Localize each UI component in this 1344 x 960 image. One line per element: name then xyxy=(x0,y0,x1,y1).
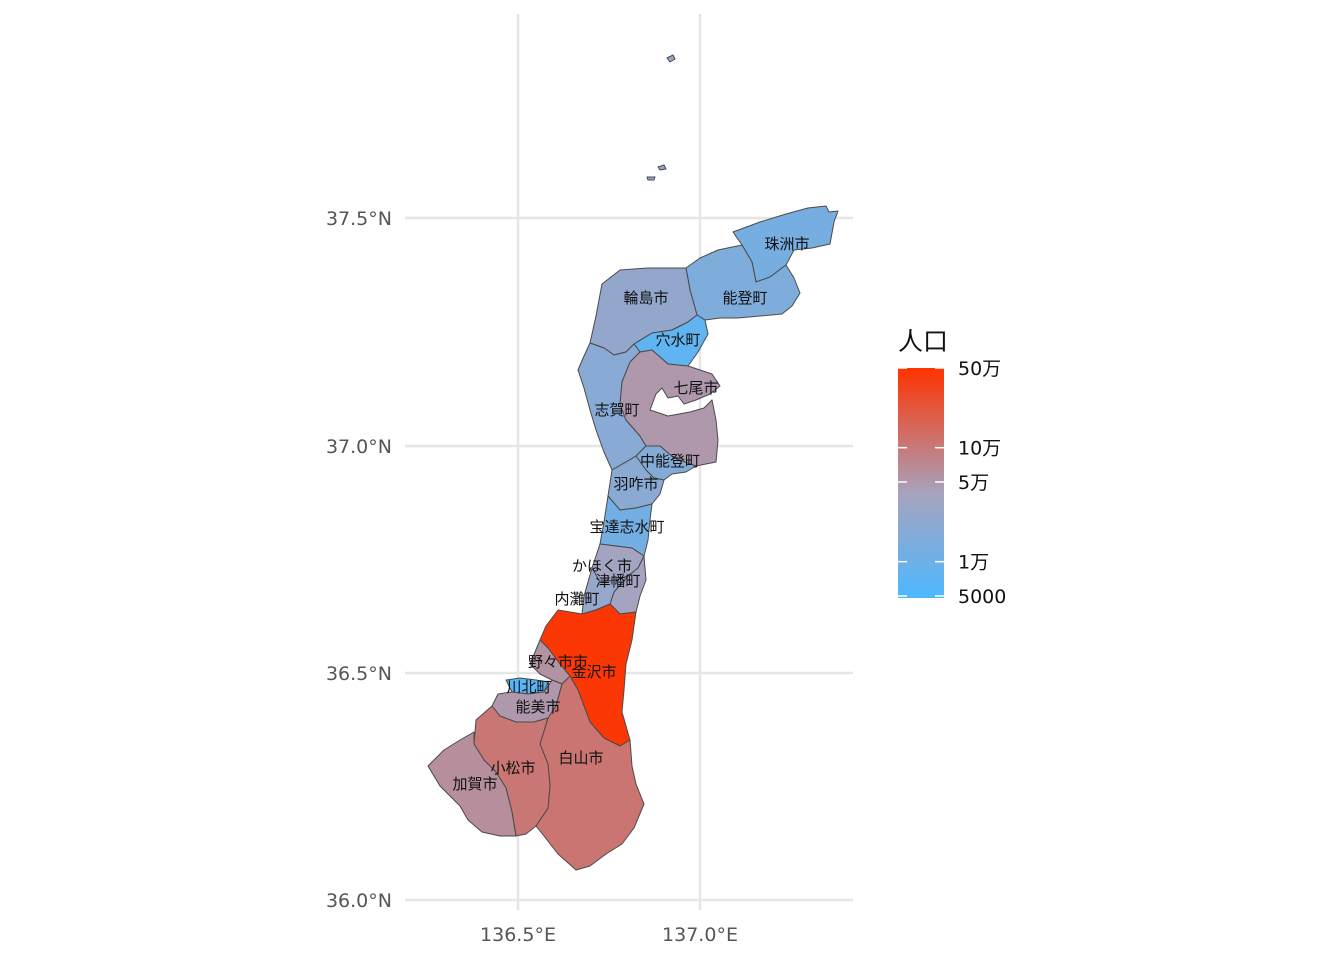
label-羽咋市: 羽咋市 xyxy=(613,475,658,493)
label-珠洲市: 珠洲市 xyxy=(764,235,809,253)
legend-title: 人口 xyxy=(898,327,948,356)
label-能美市: 能美市 xyxy=(515,698,560,716)
legend-colorbar xyxy=(898,368,944,598)
label-小松市: 小松市 xyxy=(490,759,535,777)
x-tick-label: 137.0°E xyxy=(662,924,738,946)
label-宝達志水町: 宝達志水町 xyxy=(589,518,664,536)
label-七尾市: 七尾市 xyxy=(673,379,718,397)
label-川北町: 川北町 xyxy=(506,678,551,696)
label-加賀市: 加賀市 xyxy=(452,775,497,793)
label-内灘町: 内灘町 xyxy=(554,590,599,608)
label-津幡町: 津幡町 xyxy=(595,572,640,590)
legend-tick-label: 50万 xyxy=(958,358,1001,380)
region-内灘町 xyxy=(581,567,629,615)
region-加賀市 xyxy=(427,731,517,837)
label-穴水町: 穴水町 xyxy=(655,331,700,349)
label-野々市市: 野々市市 xyxy=(528,653,588,671)
legend-ticks: 50万 10万 5万 1万 5000 xyxy=(898,358,1006,608)
label-能登町: 能登町 xyxy=(722,289,767,307)
label-かほく市: かほく市 xyxy=(572,557,632,575)
x-axis: 136.5°E 137.0°E xyxy=(480,924,738,946)
municipality-labels: 珠洲市 輪島市 能登町 穴水町 七尾市 志賀町 中能登町 羽咋市 宝達志水町 か… xyxy=(452,235,809,793)
y-axis: 37.5°N 37.0°N 36.5°N 36.0°N xyxy=(326,208,392,912)
island-nanatsujima xyxy=(646,164,667,181)
label-中能登町: 中能登町 xyxy=(640,452,700,470)
island-hegura xyxy=(666,54,676,63)
y-tick-label: 37.0°N xyxy=(326,436,392,458)
x-tick-label: 136.5°E xyxy=(480,924,556,946)
label-志賀町: 志賀町 xyxy=(594,401,639,419)
y-tick-label: 36.5°N xyxy=(326,663,392,685)
label-輪島市: 輪島市 xyxy=(623,289,668,307)
legend-tick-label: 5万 xyxy=(958,472,989,494)
label-金沢市: 金沢市 xyxy=(571,663,616,681)
y-tick-label: 37.5°N xyxy=(326,208,392,230)
region-宝達志水町 xyxy=(599,495,653,557)
legend-tick-label: 10万 xyxy=(958,438,1001,460)
legend-tick-label: 5000 xyxy=(958,586,1006,608)
y-tick-label: 36.0°N xyxy=(326,890,392,912)
legend-tick-label: 1万 xyxy=(958,552,989,574)
legend: 人口 50万 10万 5万 1万 5000 xyxy=(898,327,1006,608)
label-白山市: 白山市 xyxy=(558,749,603,767)
municipalities xyxy=(427,54,839,871)
